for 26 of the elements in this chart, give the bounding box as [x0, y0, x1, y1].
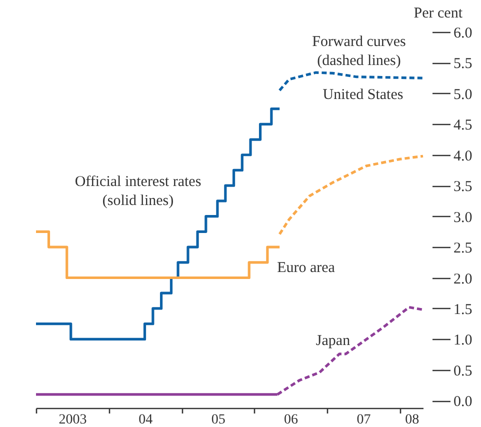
x-tick-label: 08	[405, 412, 420, 427]
y-axis-title: Per cent	[414, 6, 464, 22]
x-tick-label: 07	[356, 412, 371, 427]
text: United States	[322, 87, 404, 103]
x-tick-label: 2003	[58, 412, 87, 427]
y-tick-label: 1.0	[454, 332, 472, 349]
y-tick-label: 0.0	[454, 394, 472, 410]
y-tick-label: 1.5	[454, 302, 472, 318]
y-tick-label: 0.5	[454, 363, 472, 380]
y-tick-label: 2.5	[454, 240, 472, 257]
annotation: Official interest rates (solid lines)	[74, 174, 202, 209]
y-tick-label: 5.5	[454, 56, 472, 72]
x-tick-label: 06	[284, 412, 298, 427]
y-tick-label: 2.0	[454, 271, 472, 288]
y-tick-label: 6.0	[454, 26, 472, 42]
y-tick-label: 3.0	[454, 210, 472, 226]
x-tick-label: 04	[138, 412, 153, 427]
y-tick-label: 4.5	[454, 118, 472, 134]
y-tick-label: 3.5	[454, 179, 472, 196]
y-tick-label: 5.0	[454, 86, 472, 103]
x-tick-label: 05	[211, 412, 226, 427]
text: Japan	[316, 333, 351, 349]
y-tick-label: 4.0	[454, 148, 472, 164]
series-label: Euro area	[277, 260, 336, 276]
annotation: Forward curves (dashed lines)	[312, 34, 406, 69]
line-series	[278, 154, 424, 236]
